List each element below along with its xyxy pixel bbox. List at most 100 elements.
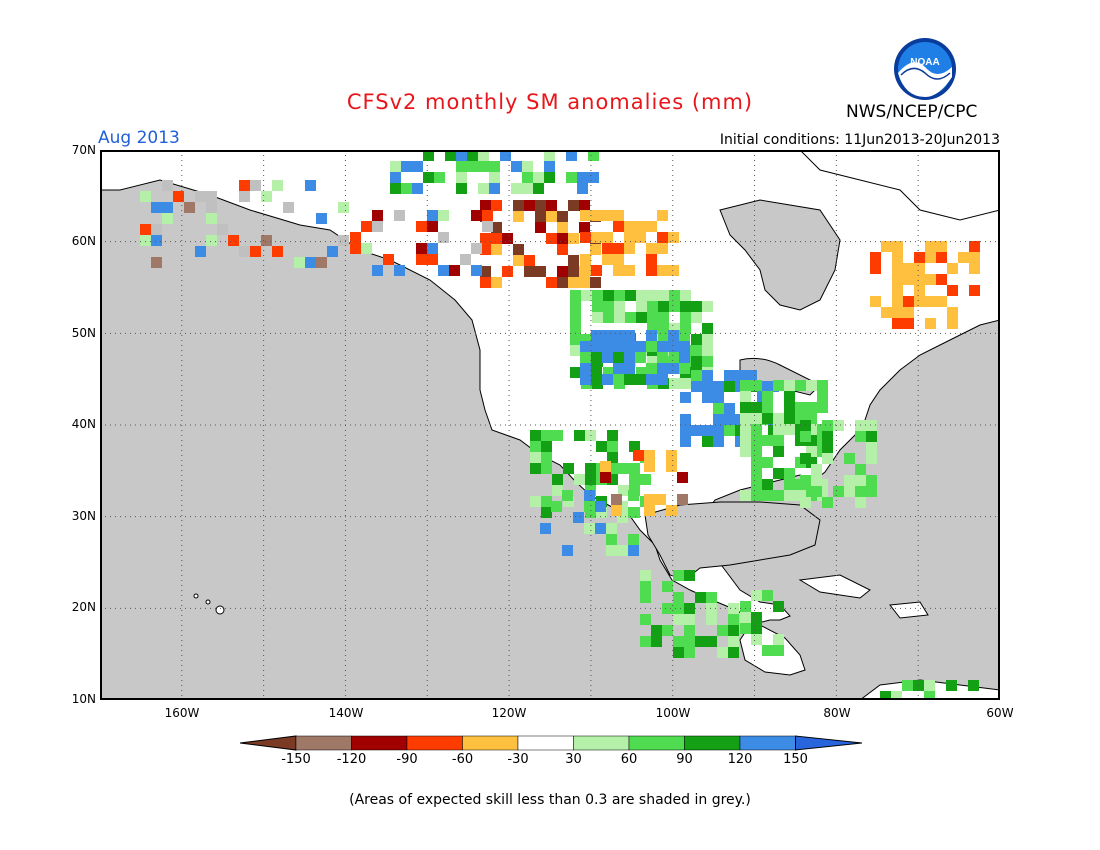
- anomaly-cell: [513, 244, 524, 255]
- anomaly-cell: [535, 211, 546, 222]
- anomaly-cell: [580, 232, 591, 243]
- anomaly-cell: [606, 534, 617, 545]
- anomaly-cell: [646, 243, 657, 254]
- anomaly-cell: [751, 612, 762, 623]
- anomaly-cell: [206, 202, 217, 213]
- anomaly-cell: [580, 254, 591, 265]
- anomaly-cell: [925, 241, 936, 252]
- lat-tick-label: 10N: [71, 692, 96, 706]
- colorbar-segment: [739, 735, 796, 751]
- anomaly-cell: [969, 241, 980, 252]
- anomaly-cell: [502, 233, 513, 244]
- anomaly-cell: [751, 590, 762, 601]
- anomaly-cell: [394, 265, 405, 276]
- anomaly-cell: [557, 211, 568, 222]
- anomaly-cell: [646, 265, 657, 276]
- anomaly-cell: [595, 523, 606, 534]
- anomaly-cell: [914, 296, 925, 307]
- anomaly-cell: [773, 435, 784, 446]
- anomaly-cell: [438, 265, 449, 276]
- anomaly-cell: [702, 392, 713, 403]
- lat-tick-label: 70N: [71, 143, 96, 157]
- anomaly-cell: [628, 545, 639, 556]
- anomaly-cell: [691, 381, 702, 392]
- anomaly-cell: [524, 255, 535, 266]
- anomaly-cell: [624, 352, 635, 363]
- colorbar-segment: [351, 735, 408, 751]
- anomaly-cell: [614, 301, 625, 312]
- anomaly-cell: [673, 570, 684, 581]
- anomaly-cell: [513, 255, 524, 266]
- anomaly-cell: [924, 691, 935, 702]
- anomaly-cell: [541, 496, 552, 507]
- anomaly-cell: [751, 468, 762, 479]
- anomaly-cell: [817, 479, 828, 490]
- anomaly-cell: [533, 172, 544, 183]
- anomaly-cell: [855, 464, 866, 475]
- anomaly-cell: [568, 233, 579, 244]
- anomaly-cell: [546, 211, 557, 222]
- anomaly-cell: [800, 497, 811, 508]
- anomaly-cell: [570, 334, 581, 345]
- anomaly-cell: [524, 266, 535, 277]
- colorbar-tick-label: 30: [565, 752, 582, 767]
- anomaly-cell: [702, 345, 713, 356]
- anomaly-cell: [602, 374, 613, 385]
- anomaly-cell: [574, 474, 585, 485]
- anomaly-cell: [471, 210, 482, 221]
- anomaly-cell: [591, 330, 602, 341]
- anomaly-cell: [947, 318, 958, 329]
- skill-footnote: (Areas of expected skill less than 0.3 a…: [349, 792, 751, 808]
- anomaly-cell: [800, 453, 811, 464]
- anomaly-cell: [806, 457, 817, 468]
- anomaly-cell: [535, 222, 546, 233]
- anomaly-cell: [924, 680, 935, 691]
- anomaly-cell: [657, 243, 668, 254]
- anomaly-cell: [591, 265, 602, 276]
- anomaly-cell: [679, 330, 690, 341]
- anomaly-cell: [724, 381, 735, 392]
- anomaly-cell: [600, 461, 611, 472]
- anomaly-cell: [551, 501, 562, 512]
- anomaly-cell: [806, 435, 817, 446]
- anomaly-cell: [513, 211, 524, 222]
- anomaly-cell: [925, 296, 936, 307]
- anomaly-cell: [500, 150, 511, 161]
- anomaly-cell: [557, 222, 568, 233]
- anomaly-cell: [691, 356, 702, 367]
- anomaly-cell: [881, 307, 892, 318]
- anomaly-cell: [817, 380, 828, 391]
- anomaly-cell: [613, 221, 624, 232]
- anomaly-cell: [546, 200, 557, 211]
- anomaly-cell: [728, 636, 739, 647]
- anomaly-cell: [206, 235, 217, 246]
- anomaly-cell: [579, 222, 590, 233]
- anomaly-cell: [478, 161, 489, 172]
- anomaly-cell: [669, 378, 680, 389]
- anomaly-cell: [628, 490, 639, 501]
- anomaly-cell: [855, 431, 866, 442]
- anomaly-cell: [806, 424, 817, 435]
- anomaly-cell: [140, 191, 151, 202]
- anomaly-cell: [855, 497, 866, 508]
- anomaly-cell: [570, 301, 581, 312]
- anomaly-cell: [740, 446, 751, 457]
- anomaly-cell: [570, 290, 581, 301]
- anomaly-cell: [480, 277, 491, 288]
- anomaly-cell: [669, 301, 680, 312]
- anomaly-cell: [691, 345, 702, 356]
- anomaly-cell: [613, 243, 624, 254]
- lat-tick-label: 50N: [71, 326, 96, 340]
- anomaly-cell: [822, 431, 833, 442]
- anomaly-cell: [394, 210, 405, 221]
- anomaly-cell: [833, 486, 844, 497]
- anomaly-cell: [751, 413, 762, 424]
- anomaly-cell: [617, 512, 628, 523]
- anomaly-cell: [401, 183, 412, 194]
- anomaly-cell: [762, 402, 773, 413]
- anomaly-cell: [680, 425, 691, 436]
- anomaly-cell: [680, 323, 691, 334]
- anomaly-cell: [566, 150, 577, 161]
- anomaly-cell: [557, 233, 568, 244]
- anomaly-cell: [140, 224, 151, 235]
